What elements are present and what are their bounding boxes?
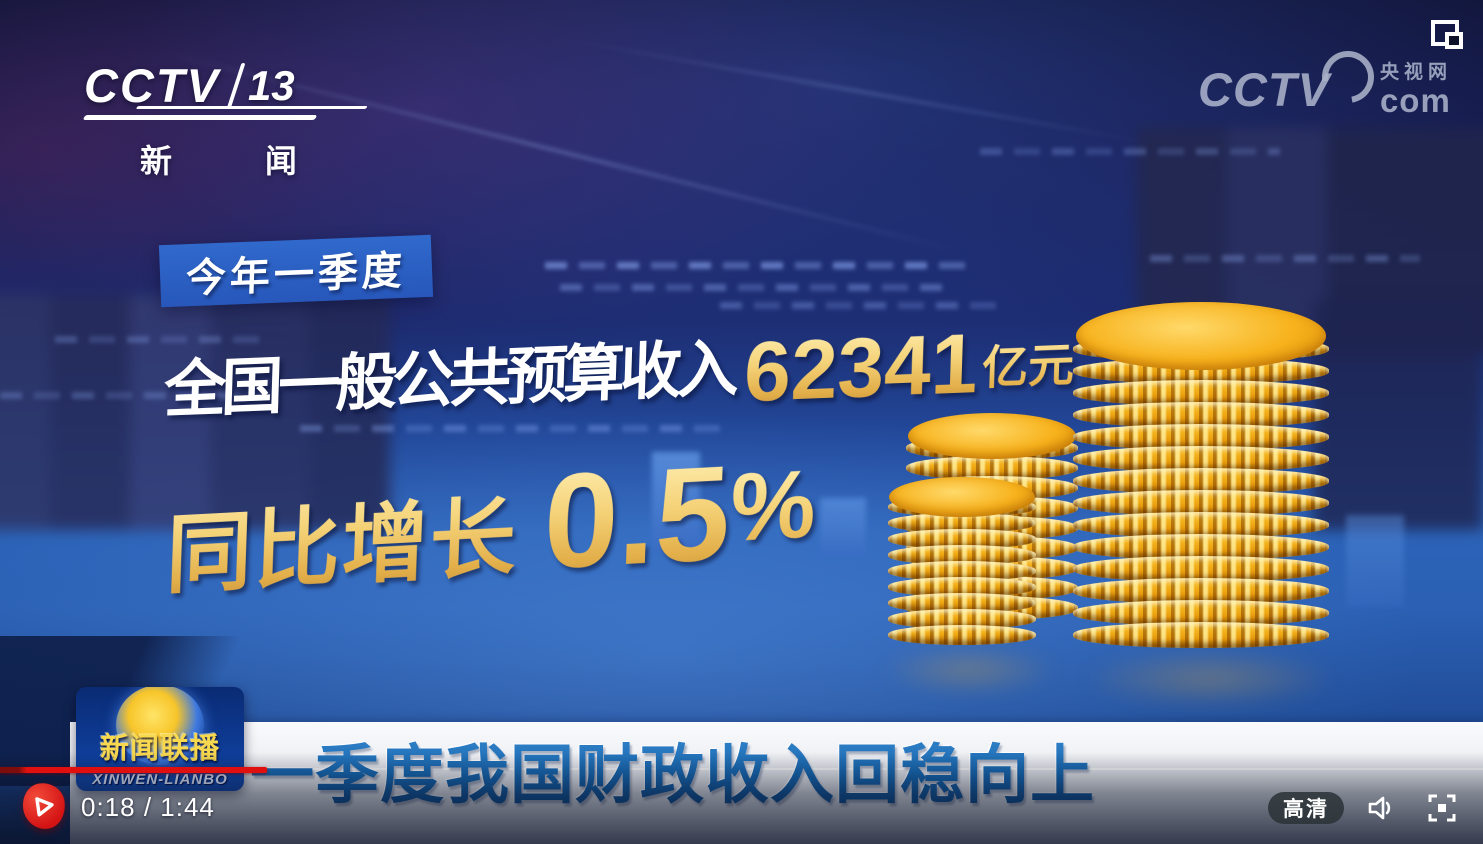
background-data-row — [560, 284, 950, 291]
coin — [888, 577, 1036, 597]
coin — [1073, 556, 1329, 582]
coin — [1073, 424, 1329, 450]
coin — [888, 497, 1036, 517]
coin — [888, 513, 1036, 533]
coin — [888, 545, 1036, 565]
coin — [1073, 380, 1329, 406]
play-button[interactable] — [20, 780, 68, 832]
period-tag-label: 今年一季度 — [185, 248, 407, 302]
site-watermark-domain: com — [1379, 81, 1451, 119]
coin — [1073, 622, 1329, 648]
channel-logo-divider — [226, 62, 246, 109]
background-data-row — [55, 336, 265, 343]
site-watermark-cctv-com: CCTV 央视网 com — [1198, 40, 1452, 119]
coin — [1073, 600, 1329, 626]
coin — [1073, 468, 1329, 494]
fullscreen-button[interactable] — [1424, 790, 1460, 826]
coin — [1073, 512, 1329, 538]
coin — [888, 625, 1036, 645]
coin-reflection — [1080, 648, 1340, 708]
period-tag: 今年一季度 — [158, 234, 434, 308]
play-icon — [35, 797, 54, 817]
fullscreen-icon — [1428, 794, 1456, 822]
background-data-row — [545, 262, 965, 269]
background-data-row — [1150, 255, 1420, 262]
mini-player-icon[interactable] — [1431, 20, 1463, 50]
coin — [888, 609, 1036, 629]
revenue-label: 全国一般公共预算收入 — [163, 334, 735, 426]
background-lit-bar — [652, 452, 700, 552]
growth-value: 0.5 — [541, 438, 733, 598]
site-watermark-name: 央视网 — [1379, 61, 1452, 83]
channel-logo-number: 13 — [247, 61, 295, 109]
background-skyline-right-2 — [1313, 300, 1483, 530]
site-watermark-brand: CCTV — [1198, 63, 1330, 116]
background-data-row — [0, 392, 260, 399]
coin — [1073, 446, 1329, 472]
time-display: 0:18 / 1:44 — [81, 792, 215, 822]
coin — [1073, 336, 1329, 362]
coin — [906, 436, 1078, 460]
coin-stack-tall — [1073, 302, 1329, 648]
growth-percent-sign: % — [728, 450, 818, 580]
volume-icon — [1368, 796, 1391, 820]
player-control-overlay — [0, 752, 1483, 844]
coin — [1073, 534, 1329, 560]
coin — [1073, 578, 1329, 604]
coin — [888, 529, 1036, 549]
background-lit-bar — [1346, 515, 1404, 607]
volume-button[interactable] — [1362, 790, 1398, 826]
quality-badge[interactable]: 高清 — [1268, 792, 1344, 824]
progress-bar-fill — [0, 767, 267, 773]
coin-stack-small — [888, 477, 1036, 645]
coin — [888, 593, 1036, 613]
revenue-value: 62341 — [742, 316, 980, 420]
background-data-row — [300, 425, 730, 432]
coin — [1073, 490, 1329, 516]
revenue-unit: 亿元 — [981, 328, 1075, 404]
coin-reflection — [880, 645, 1060, 695]
background-light-streak — [564, 37, 1156, 146]
growth-label: 同比增长 — [164, 466, 520, 610]
channel-logo-cctv13: CCTV 13 新 闻 — [82, 58, 339, 182]
coin — [1073, 402, 1329, 428]
progress-bar[interactable] — [0, 767, 1483, 773]
background-data-row — [720, 302, 1000, 309]
quality-badge-label: 高清 — [1283, 798, 1329, 821]
background-skyline-left — [0, 295, 390, 530]
channel-logo-name: 新 闻 — [140, 143, 339, 179]
channel-logo-underline — [82, 115, 318, 120]
coin — [888, 561, 1036, 581]
background-lit-bar — [820, 498, 866, 556]
background-data-row — [980, 148, 1280, 155]
channel-logo-brand: CCTV — [84, 59, 220, 112]
